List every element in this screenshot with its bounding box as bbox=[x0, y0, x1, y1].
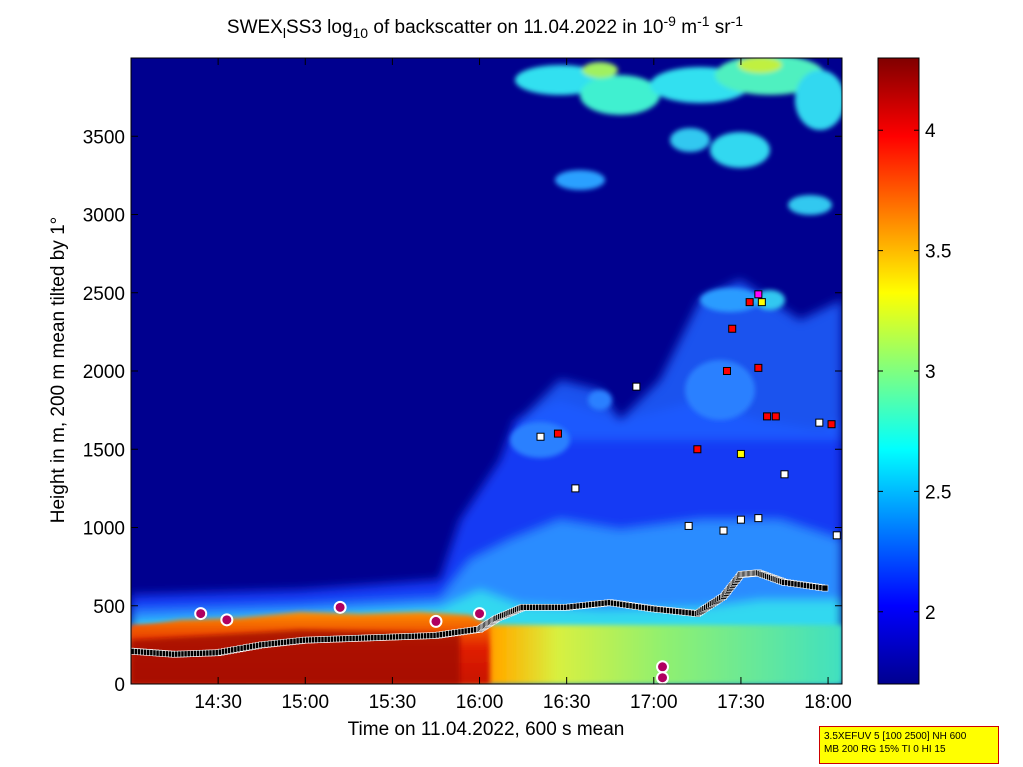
detection-white bbox=[684, 521, 693, 530]
detection-white bbox=[754, 514, 763, 523]
detection-white bbox=[780, 470, 789, 479]
y-tick-label: 1000 bbox=[83, 519, 125, 540]
colorbar-tick-label: 2 bbox=[925, 603, 936, 624]
detection-yellow bbox=[757, 298, 766, 307]
info-line-2: MB 200 RG 15% TI 0 HI 15 bbox=[824, 744, 946, 755]
x-tick-label: 17:00 bbox=[630, 692, 678, 713]
colorbar-tick-label: 4 bbox=[925, 121, 936, 142]
detection-red bbox=[763, 412, 772, 421]
detection-red bbox=[827, 420, 836, 429]
detection-red bbox=[745, 298, 754, 307]
detection-red bbox=[771, 412, 780, 421]
y-tick-label: 500 bbox=[93, 597, 125, 618]
detection-magenta bbox=[754, 290, 763, 299]
detection-white bbox=[719, 526, 728, 535]
heatmap-area bbox=[131, 58, 842, 684]
detection-white bbox=[571, 484, 580, 493]
detection-circle bbox=[333, 600, 347, 614]
detection-circle bbox=[220, 613, 234, 627]
x-tick-label: 18:00 bbox=[804, 692, 852, 713]
upper-cloud-patches bbox=[510, 58, 842, 458]
x-tick-label: 16:00 bbox=[456, 692, 504, 713]
x-tick-label: 17:30 bbox=[717, 692, 765, 713]
y-tick-label: 1500 bbox=[83, 440, 125, 461]
detection-red bbox=[754, 363, 763, 372]
x-axis-label: Time on 11.04.2022, 600 s mean bbox=[348, 719, 625, 740]
detection-red bbox=[728, 324, 737, 333]
detection-red bbox=[693, 445, 702, 454]
detection-white bbox=[832, 531, 841, 540]
y-tick-label: 2500 bbox=[83, 284, 125, 305]
mixing-layer-height-series bbox=[131, 569, 829, 658]
detection-white bbox=[736, 515, 745, 524]
info-line-1: 3.5XEFUV 5 [100 2500] NH 600 bbox=[824, 731, 967, 742]
detection-markers bbox=[194, 290, 841, 684]
detection-circle bbox=[656, 671, 670, 684]
colorbar bbox=[877, 57, 920, 685]
x-tick-label: 14:30 bbox=[194, 692, 242, 713]
detection-circle bbox=[656, 660, 670, 674]
y-tick-label: 3000 bbox=[83, 206, 125, 227]
detection-yellow bbox=[736, 449, 745, 458]
detection-circle bbox=[473, 607, 487, 621]
detection-red bbox=[722, 367, 731, 375]
x-tick-label: 15:30 bbox=[369, 692, 417, 713]
chart-title: SWEXlSS3 log10 of backscatter on 11.04.2… bbox=[227, 13, 743, 41]
x-tick-label: 16:30 bbox=[543, 692, 591, 713]
colorbar-tick-label: 3.5 bbox=[925, 242, 951, 263]
detection-circle bbox=[194, 607, 208, 621]
colorbar-tick-label: 2.5 bbox=[925, 482, 951, 503]
processing-info-box: 3.5XEFUV 5 [100 2500] NH 600 MB 200 RG 1… bbox=[819, 726, 999, 764]
x-axis-ticks: 14:30 15:00 15:30 16:00 16:30 17:00 17:30 18:00 bbox=[194, 58, 852, 713]
detection-white bbox=[632, 382, 641, 391]
y-tick-label: 3500 bbox=[83, 127, 125, 148]
y-tick-label: 2000 bbox=[83, 362, 125, 383]
y-tick-label: 0 bbox=[114, 675, 125, 696]
detection-white bbox=[536, 432, 545, 441]
y-axis-ticks: 0 500 1000 1500 2000 2500 3000 3500 bbox=[83, 127, 842, 696]
x-tick-label: 15:00 bbox=[281, 692, 329, 713]
mlh-point bbox=[821, 584, 829, 592]
detection-white bbox=[815, 418, 824, 427]
dark-red-core bbox=[131, 630, 460, 684]
colorbar-ticks: 2 2.5 3 3.5 4 bbox=[878, 121, 951, 624]
detection-red bbox=[553, 429, 562, 438]
y-axis-label: Height in m, 200 m mean tilted by 1° bbox=[48, 217, 69, 523]
colorbar-tick-label: 3 bbox=[925, 362, 936, 383]
detection-circle bbox=[429, 614, 443, 628]
